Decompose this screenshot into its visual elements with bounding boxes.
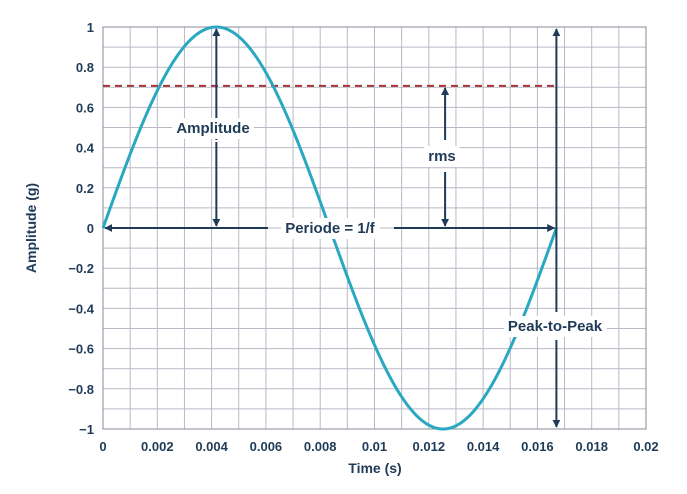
y-tick-label: 0.8 <box>76 60 94 75</box>
y-axis-label: Amplitude (g) <box>23 183 39 273</box>
period-label: Periode = 1/f <box>285 220 376 237</box>
x-axis-label: Time (s) <box>348 460 401 476</box>
y-tick-labels: 1 0.8 0.6 0.4 0.2 0 −0.2 −0.4 −0.6 −0.8 −1 <box>68 20 94 437</box>
x-tick-label: 0.002 <box>141 439 174 454</box>
x-tick-labels: 0 0.002 0.004 0.006 0.008 0.01 0.012 0.014 0.016… <box>99 439 658 454</box>
y-tick-label: 0.2 <box>76 181 94 196</box>
annotation-label-background <box>503 316 607 337</box>
y-tick-label: 1 <box>87 20 94 35</box>
y-tick-label: −0.6 <box>68 342 94 357</box>
x-tick-label: 0.004 <box>195 439 228 454</box>
x-tick-label: 0.016 <box>521 439 554 454</box>
x-tick-label: 0.006 <box>250 439 283 454</box>
peak-to-peak-label: Peak-to-Peak <box>508 318 603 335</box>
annotation-label-background <box>424 146 460 167</box>
rms-label: rms <box>428 148 456 165</box>
y-tick-label: 0.6 <box>76 100 94 115</box>
x-tick-label: 0.02 <box>633 439 658 454</box>
x-tick-label: 0.014 <box>467 439 500 454</box>
y-tick-label: −0.8 <box>68 382 94 397</box>
y-tick-label: −0.2 <box>68 261 94 276</box>
x-tick-label: 0.012 <box>413 439 446 454</box>
y-tick-label: 0 <box>87 221 94 236</box>
y-tick-label: 0.4 <box>76 141 95 156</box>
annotation-labels: Amplitude rms Periode = 1/f Peak-to-Peak <box>172 118 607 337</box>
x-tick-label: 0.008 <box>304 439 337 454</box>
annotation-label-background <box>281 218 380 239</box>
amplitude-label: Amplitude <box>176 120 249 137</box>
x-tick-label: 0.01 <box>362 439 387 454</box>
annotation-label-background <box>172 118 254 139</box>
y-tick-label: −0.4 <box>68 301 94 316</box>
annotation-arrows <box>104 28 561 428</box>
y-tick-label: −1 <box>79 422 94 437</box>
x-tick-label: 0.018 <box>575 439 608 454</box>
x-tick-label: 0 <box>99 439 106 454</box>
